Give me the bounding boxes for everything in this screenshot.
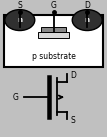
Ellipse shape <box>5 10 35 31</box>
Bar <box>38 32 69 38</box>
Text: D: D <box>70 71 76 80</box>
Text: S: S <box>17 1 22 10</box>
Text: G: G <box>51 1 56 10</box>
Text: S: S <box>70 115 75 125</box>
Bar <box>41 27 66 32</box>
Text: D: D <box>84 1 90 10</box>
Bar <box>4 15 103 67</box>
Text: n: n <box>85 17 90 23</box>
Ellipse shape <box>72 10 102 31</box>
Text: p substrate: p substrate <box>32 52 75 61</box>
Text: n: n <box>17 17 22 23</box>
Text: G: G <box>12 93 18 102</box>
